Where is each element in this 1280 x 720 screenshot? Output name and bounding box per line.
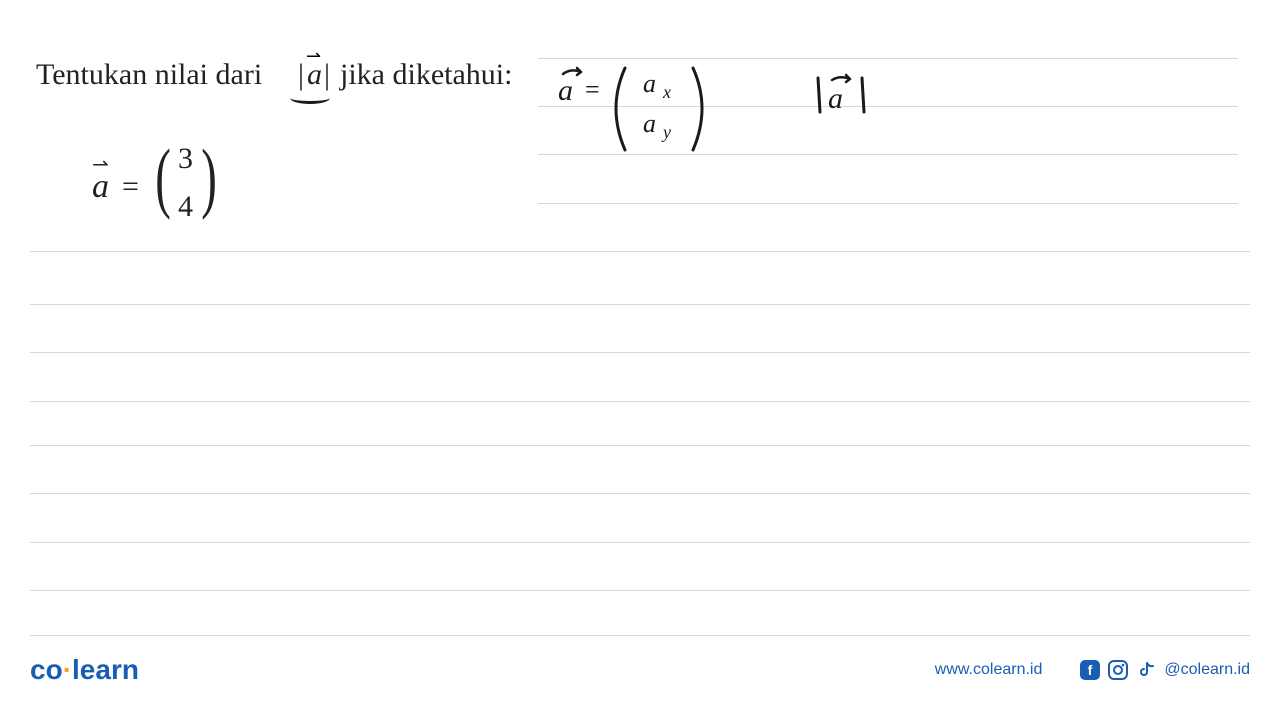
magnitude-arrow: ⇀ <box>306 46 321 67</box>
svg-text:a: a <box>643 109 656 138</box>
logo-co: co <box>30 654 63 685</box>
magnitude-bar-left: | <box>298 58 304 92</box>
logo-dot: · <box>63 654 72 685</box>
instagram-icon <box>1108 660 1128 680</box>
content-area: Tentukan nilai dari | a ⇀ | jika diketah… <box>0 0 1280 720</box>
handwritten-magnitude: a <box>810 72 890 122</box>
printed-equals: = <box>122 170 139 204</box>
tiktok-icon <box>1136 660 1156 680</box>
svg-text:a: a <box>643 69 656 98</box>
printed-paren-left: ( <box>155 132 171 222</box>
footer-website: www.colearn.id <box>935 661 1043 679</box>
footer-right: www.colearn.id f @colearn.id <box>935 660 1250 680</box>
svg-text:a: a <box>558 74 573 107</box>
printed-paren-right: ) <box>201 132 217 222</box>
logo: co·learn <box>30 654 139 686</box>
svg-text:x: x <box>662 82 671 102</box>
svg-text:=: = <box>585 75 600 104</box>
footer: co·learn www.colearn.id f @colearn.id <box>0 650 1280 690</box>
footer-handle: @colearn.id <box>1164 661 1250 679</box>
question-suffix: jika diketahui: <box>340 58 512 92</box>
facebook-icon: f <box>1080 660 1100 680</box>
handwritten-vector-def: a = a x a y <box>555 60 725 160</box>
printed-component-top: 3 <box>178 142 193 176</box>
printed-vector-arrow: ⇀ <box>92 152 109 177</box>
svg-text:y: y <box>661 122 671 142</box>
svg-text:f: f <box>1088 662 1093 678</box>
printed-component-bottom: 4 <box>178 190 193 224</box>
svg-text:a: a <box>828 82 843 115</box>
logo-learn: learn <box>72 654 139 685</box>
underline-mark <box>290 92 330 104</box>
question-prefix: Tentukan nilai dari <box>36 58 262 92</box>
magnitude-bar-right: | <box>324 58 330 92</box>
